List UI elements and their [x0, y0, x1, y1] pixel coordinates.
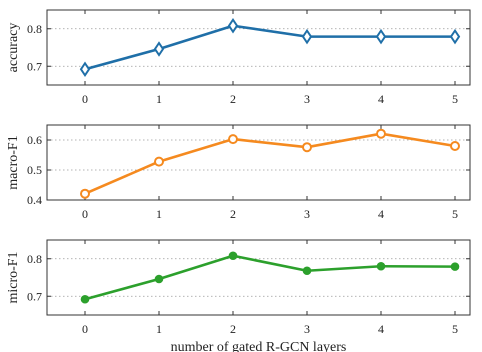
y-tick-label: 0.6 — [27, 133, 42, 147]
x-tick-label: 0 — [82, 322, 88, 336]
y-tick-label: 0.7 — [27, 59, 42, 73]
x-tick-label: 1 — [156, 207, 162, 221]
y-tick-label: 0.7 — [27, 289, 42, 303]
series-line — [84, 24, 455, 71]
data-point — [228, 251, 238, 261]
data-point — [449, 28, 461, 45]
y-tick-label: 0.5 — [27, 163, 42, 177]
series-line — [84, 254, 456, 301]
data-point — [450, 141, 460, 151]
plot-frame — [46, 239, 471, 316]
data-point — [153, 41, 165, 57]
data-point — [80, 294, 90, 304]
data-point — [154, 274, 164, 284]
data-point — [375, 28, 387, 45]
x-tick-label: 1 — [156, 92, 162, 106]
y-axis-label: accuracy — [6, 23, 21, 73]
data-point — [302, 142, 312, 153]
x-tick-label: 0 — [82, 92, 88, 106]
chart-panel-1: 0.7 0.8 0 1 2 3 4 5 accuracy — [6, 9, 471, 106]
x-tick-label: 3 — [304, 322, 310, 336]
y-axis-label: macro-F1 — [6, 135, 21, 189]
x-tick-label: 4 — [378, 92, 384, 106]
y-tick-label: 0.4 — [27, 193, 42, 207]
data-point — [227, 17, 239, 34]
data-point — [79, 61, 91, 78]
x-axis-label: number of gated R-GCN layers — [171, 340, 347, 352]
x-tick-label: 2 — [230, 92, 236, 106]
x-tick-label: 1 — [156, 322, 162, 336]
x-tick-label: 3 — [304, 207, 310, 221]
data-point — [376, 261, 386, 271]
x-tick-label: 5 — [452, 322, 458, 336]
plot-frame — [46, 124, 471, 201]
x-tick-label: 2 — [230, 207, 236, 221]
y-axis-label: micro-F1 — [6, 251, 21, 303]
data-point — [228, 134, 238, 145]
data-point — [154, 156, 164, 167]
series-line — [84, 132, 456, 195]
chart-panel-3: 0.7 0.8 0 1 2 3 4 5 micro-F1 number of gated R-GC… — [6, 239, 471, 352]
x-tick-label: 5 — [452, 92, 458, 106]
x-tick-label: 5 — [452, 207, 458, 221]
data-point — [450, 262, 460, 271]
data-point — [80, 188, 90, 199]
data-point — [302, 266, 312, 276]
data-point — [376, 128, 386, 139]
chart-panel-2: 0.4 0.5 0.6 0 1 2 3 4 5 macro-F1 — [6, 124, 471, 221]
data-point — [301, 28, 313, 45]
x-tick-label: 4 — [378, 207, 384, 221]
y-tick-label: 0.8 — [27, 22, 42, 36]
x-tick-label: 3 — [304, 92, 310, 106]
x-tick-label: 2 — [230, 322, 236, 336]
x-tick-label: 0 — [82, 207, 88, 221]
y-tick-label: 0.8 — [27, 252, 42, 266]
x-tick-label: 4 — [378, 322, 384, 336]
plot-frame — [46, 9, 471, 86]
